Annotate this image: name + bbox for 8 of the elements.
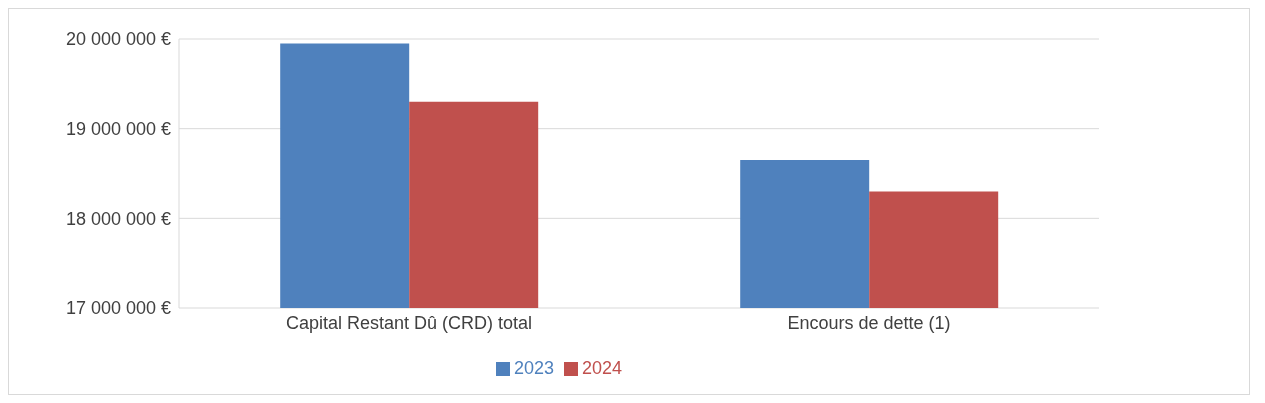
y-tick-label: 17 000 000 €	[65, 298, 171, 319]
legend-label: 2023	[513, 358, 554, 378]
x-tick-label: Encours de dette (1)	[787, 312, 951, 333]
y-tick-label: 19 000 000 €	[65, 119, 171, 140]
legend-label: 2024	[582, 358, 623, 378]
x-tick-label: Capital Restant Dû (CRD) total	[285, 312, 533, 333]
y-tick-label: 20 000 000 €	[65, 29, 171, 50]
y-tick-label: 18 000 000 €	[65, 208, 171, 229]
